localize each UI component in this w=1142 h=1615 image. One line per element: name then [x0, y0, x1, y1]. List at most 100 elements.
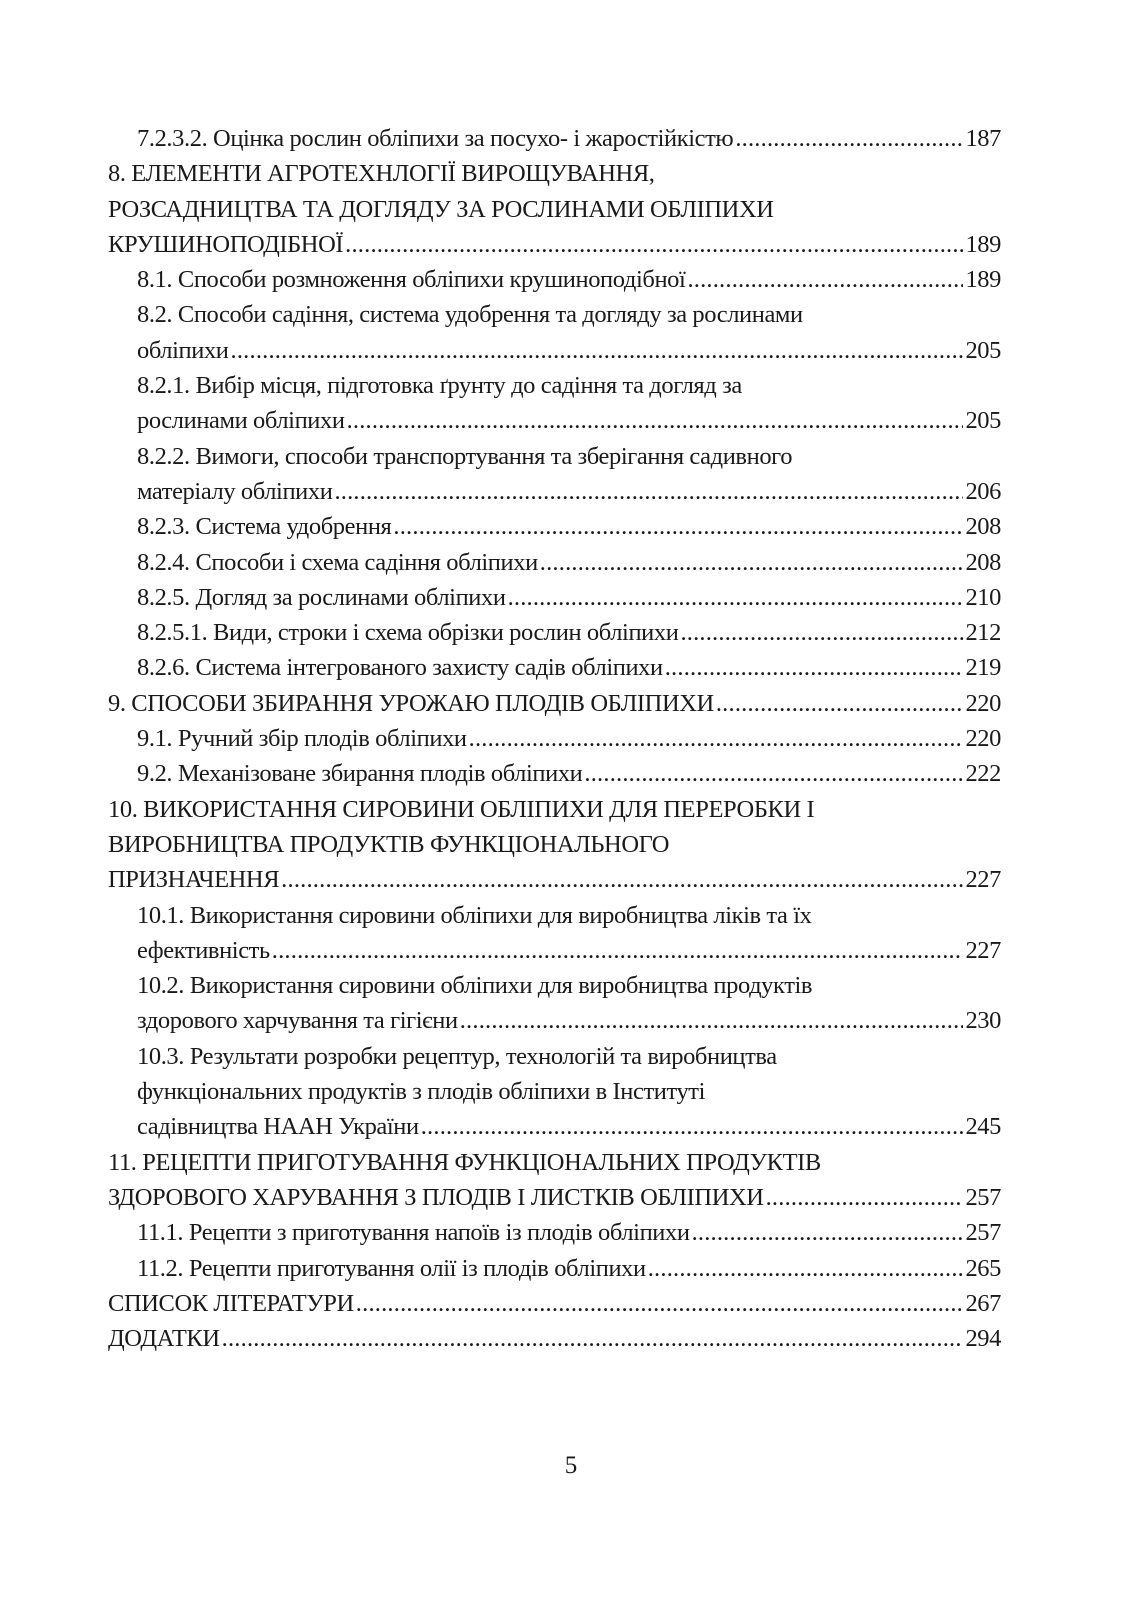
dot-leader [229, 333, 964, 368]
dot-leader [663, 650, 964, 685]
toc-line: 8. ЕЛЕМЕНТИ АГРОТЕХНЛОГІЇ ВИРОЩУВАННЯ, [108, 156, 1001, 191]
toc-entry[interactable]: 8.2.5. Догляд за рослинами обліпихи 210 [108, 580, 1001, 615]
toc-entry[interactable]: 8.2.3. Система удобрення 208 [108, 509, 1001, 544]
toc-entry[interactable]: СПИСОК ЛІТЕРАТУРИ 267 [108, 1286, 1001, 1321]
dot-leader [733, 121, 963, 156]
toc-line: ефективність 227 [108, 933, 1001, 968]
toc-page-number: 267 [965, 1289, 1001, 1317]
toc-entry-title: 8.1. Способи розмноження обліпихи крушин… [137, 266, 686, 294]
toc-line: 8.2.5. Догляд за рослинами обліпихи 210 [108, 580, 1001, 615]
toc-line: 8.2.6. Система інтегрованого захисту сад… [108, 650, 1001, 685]
toc-page-number: 212 [965, 619, 1001, 647]
toc-line: 11.1. Рецепти з приготування напоїв із п… [108, 1215, 1001, 1250]
toc-line: 8.2. Способи садіння, система удобрення … [108, 297, 1001, 332]
toc-page-number: 227 [965, 866, 1001, 894]
toc-entry-title: ПРИЗНАЧЕННЯ [108, 866, 280, 894]
toc-line: садівництва НААН України 245 [108, 1109, 1001, 1144]
dot-leader [458, 1003, 964, 1038]
toc-line: 8.2.3. Система удобрення 208 [108, 509, 1001, 544]
toc-entry-title: КРУШИНОПОДІБНОЇ [108, 230, 344, 258]
toc-entry-title: РОЗСАДНИЦТВА ТА ДОГЛЯДУ ЗА РОСЛИНАМИ ОБЛ… [108, 195, 774, 223]
toc-line: 10.1. Використання сировини обліпихи для… [108, 898, 1001, 933]
toc-page-number: 208 [965, 513, 1001, 541]
toc-entry-title: 9.2. Механізоване збирання плодів обліпи… [137, 760, 583, 788]
toc-entry[interactable]: 9.2. Механізоване збирання плодів обліпи… [108, 756, 1001, 791]
toc-entry-title: 10.2. Використання сировини обліпихи для… [137, 972, 813, 1000]
dot-leader [467, 721, 964, 756]
toc-page-number: 227 [965, 936, 1001, 964]
toc-entry[interactable]: 8. ЕЛЕМЕНТИ АГРОТЕХНЛОГІЇ ВИРОЩУВАННЯ, РО… [108, 156, 1001, 262]
toc-entry[interactable]: 8.2.5.1. Види, строки і схема обрізки ро… [108, 615, 1001, 650]
toc-line: 7.2.3.2. Оцінка рослин обліпихи за посух… [108, 121, 1001, 156]
toc-page-number: 210 [965, 583, 1001, 611]
toc-line: 8.2.1. Вибір місця, підготовка ґрунту до… [108, 368, 1001, 403]
toc-entry[interactable]: 9.1. Ручний збір плодів обліпихи 220 [108, 721, 1001, 756]
toc-entry-title: 8.2.5.1. Види, строки і схема обрізки ро… [137, 619, 679, 647]
toc-line: 9.1. Ручний збір плодів обліпихи 220 [108, 721, 1001, 756]
toc-entry[interactable]: 10.1. Використання сировини обліпихи для… [108, 898, 1001, 969]
dot-leader [343, 227, 963, 262]
dot-leader [419, 1109, 964, 1144]
toc-entry[interactable]: 10.2. Використання сировини обліпихи для… [108, 968, 1001, 1039]
toc-entry[interactable]: 8.2.6. Система інтегрованого захисту сад… [108, 650, 1001, 685]
toc-page-number: 257 [965, 1219, 1001, 1247]
toc-entry[interactable]: 10.3. Результати розробки рецептур, техн… [108, 1039, 1001, 1145]
toc-entry[interactable]: 8.1. Способи розмноження обліпихи крушин… [108, 262, 1001, 297]
dot-leader [538, 545, 964, 580]
toc-entry[interactable]: 8.2. Способи садіння, система удобрення … [108, 297, 1001, 368]
dot-leader [345, 403, 964, 438]
dot-leader [714, 686, 964, 721]
toc-entry-title: матеріалу обліпихи [137, 477, 333, 505]
toc-entry[interactable]: 11.1. Рецепти з приготування напоїв із п… [108, 1215, 1001, 1250]
toc-entry[interactable]: 11. РЕЦЕПТИ ПРИГОТУВАННЯ ФУНКЦІОНАЛЬНИХ … [108, 1145, 1001, 1216]
toc-page-number: 205 [965, 336, 1001, 364]
toc-entry[interactable]: ДОДАТКИ 294 [108, 1321, 1001, 1356]
toc-entry-title: здорового харчування та гігієни [137, 1007, 458, 1035]
toc-page-number: 220 [965, 689, 1001, 717]
toc-entry-title: 10.1. Використання сировини обліпихи для… [137, 901, 812, 929]
toc-line: 10.3. Результати розробки рецептур, техн… [108, 1039, 1001, 1074]
dot-leader [678, 615, 963, 650]
toc-entry[interactable]: 11.2. Рецепти приготування олії із плоді… [108, 1251, 1001, 1286]
toc-entry-title: 9.1. Ручний збір плодів обліпихи [137, 725, 467, 753]
toc-page-number: 205 [965, 407, 1001, 435]
toc-entry-title: обліпихи [137, 336, 229, 364]
toc-line: 10. ВИКОРИСТАННЯ СИРОВИНИ ОБЛІПИХИ ДЛЯ П… [108, 792, 1001, 827]
toc-entry-title: 8.2.6. Система інтегрованого захисту сад… [137, 654, 663, 682]
toc-page-number: 294 [965, 1325, 1001, 1353]
toc-page-number: 230 [965, 1007, 1001, 1035]
dot-leader [332, 474, 963, 509]
toc-entry[interactable]: 7.2.3.2. Оцінка рослин обліпихи за посух… [108, 121, 1001, 156]
toc-line: 9. СПОСОБИ ЗБИРАННЯ УРОЖАЮ ПЛОДІВ ОБЛІПИ… [108, 686, 1001, 721]
toc-line: 11.2. Рецепти приготування олії із плоді… [108, 1251, 1001, 1286]
toc-page-number: 257 [965, 1183, 1001, 1211]
toc-entry-title: 8.2.5. Догляд за рослинами обліпихи [137, 583, 506, 611]
toc-line: ЗДОРОВОГО ХАРУВАННЯ З ПЛОДІВ І ЛИСТКІВ О… [108, 1180, 1001, 1215]
toc-entry-title: 8.2. Способи садіння, система удобрення … [137, 301, 803, 329]
toc-line: СПИСОК ЛІТЕРАТУРИ 267 [108, 1286, 1001, 1321]
toc-entry[interactable]: 8.2.1. Вибір місця, підготовка ґрунту до… [108, 368, 1001, 439]
table-of-contents: 7.2.3.2. Оцінка рослин обліпихи за посух… [108, 121, 1001, 1356]
toc-line: обліпихи 205 [108, 333, 1001, 368]
toc-entry[interactable]: 8.2.2. Вимоги, способи транспортування т… [108, 439, 1001, 510]
toc-line: ПРИЗНАЧЕННЯ 227 [108, 862, 1001, 897]
dot-leader [685, 262, 963, 297]
toc-entry[interactable]: 10. ВИКОРИСТАННЯ СИРОВИНИ ОБЛІПИХИ ДЛЯ П… [108, 792, 1001, 898]
toc-entry-title: 8.2.4. Способи і схема садіння обліпихи [137, 548, 538, 576]
toc-page-number: 245 [965, 1113, 1001, 1141]
toc-line: здорового харчування та гігієни 230 [108, 1003, 1001, 1038]
toc-line: матеріалу обліпихи 206 [108, 474, 1001, 509]
toc-entry[interactable]: 8.2.4. Способи і схема садіння обліпихи 2… [108, 545, 1001, 580]
toc-line: ВИРОБНИЦТВА ПРОДУКТІВ ФУНКЦІОНАЛЬНОГО [108, 827, 1001, 862]
toc-entry[interactable]: 9. СПОСОБИ ЗБИРАННЯ УРОЖАЮ ПЛОДІВ ОБЛІПИ… [108, 686, 1001, 721]
toc-entry-title: ефективність [137, 936, 270, 964]
toc-line: рослинами обліпихи 205 [108, 403, 1001, 438]
toc-line: 11. РЕЦЕПТИ ПРИГОТУВАННЯ ФУНКЦІОНАЛЬНИХ … [108, 1145, 1001, 1180]
toc-entry-title: ЗДОРОВОГО ХАРУВАННЯ З ПЛОДІВ І ЛИСТКІВ О… [108, 1183, 764, 1211]
toc-line: ДОДАТКИ 294 [108, 1321, 1001, 1356]
toc-entry-title: садівництва НААН України [137, 1113, 419, 1141]
dot-leader [646, 1251, 964, 1286]
dot-leader [506, 580, 964, 615]
dot-leader [354, 1286, 964, 1321]
toc-page-number: 219 [965, 654, 1001, 682]
